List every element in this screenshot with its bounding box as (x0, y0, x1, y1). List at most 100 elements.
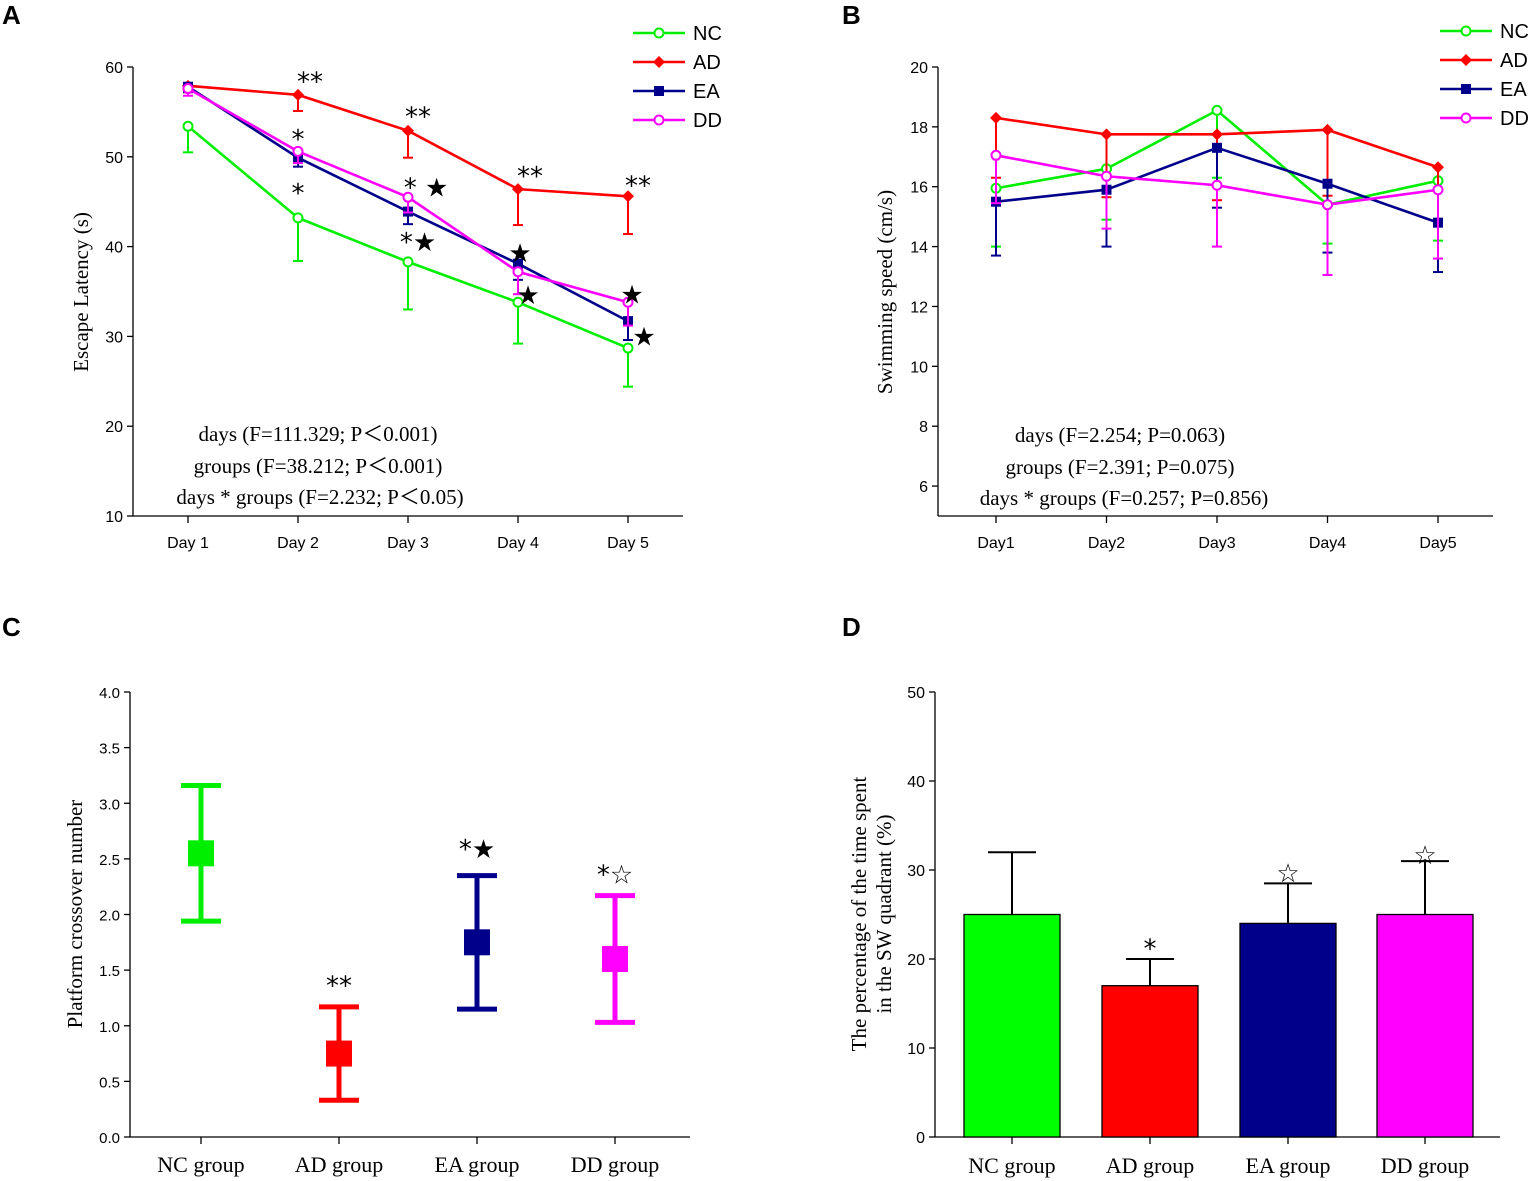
panel-b-legend: NC AD EA DD (1440, 21, 1529, 130)
panel-b-series-dd (990, 149, 1444, 277)
panel-b-stats-line: days * groups (F=0.257; P=0.856) (980, 486, 1269, 510)
panel-d-y-axis-title-line-1: The percentage of the time spent (847, 777, 871, 1052)
panel-a-series-ad-marker (292, 88, 304, 101)
panel-d-y-tick-label: 30 (907, 863, 925, 880)
panel-a-legend-nc-marker (653, 27, 665, 39)
panel-b-y-tick-label: 14 (910, 240, 928, 257)
panel-c-y-ticks: 0.0 0.5 1.0 1.5 2.0 2.5 3.0 3.5 4.0 (99, 685, 130, 1147)
panel-a-series-nc-marker (622, 342, 634, 354)
panel-a-series-ea-marker (513, 258, 523, 269)
panel-a-x-tick-label: Day 2 (277, 535, 319, 552)
panel-b-axes (937, 67, 1493, 517)
panel-b-series-dd-marker (1101, 170, 1112, 182)
panel-a-significance-mark: ★ (620, 280, 643, 310)
panel-c-point-nc (181, 782, 221, 924)
panel-a-legend-ad-label: AD (693, 52, 721, 74)
panel-b-series-dd-marker (1432, 184, 1444, 196)
panel-c-x-ticks: NC group AD group EA group DD group (157, 1137, 659, 1177)
panel-d-significance-mark: ☆ (1276, 859, 1299, 889)
panel-c-mean-marker (602, 946, 628, 972)
panel-d-x-tick-label: AD group (1106, 1153, 1195, 1178)
panel-b-y-tick-label: 8 (919, 419, 928, 436)
panel-a-significance-mark: *★ (400, 228, 436, 258)
panel-c-significance-mark: ** (326, 972, 352, 1002)
panel-d-x-tick-label: DD group (1381, 1153, 1470, 1178)
panel-d-significance-mark: * (1144, 934, 1157, 964)
panel-b-y-tick-label: 6 (919, 479, 928, 496)
panel-b-series-dd-marker (990, 149, 1002, 161)
panel-a: A Escape Latency (s) Day 1 Day 2 Day 3 Day … (2, 0, 722, 552)
panel-a-series-nc-marker (512, 296, 524, 308)
panel-d-y-tick-label: 0 (916, 1130, 925, 1147)
panel-b-x-tick-label: Day4 (1309, 535, 1346, 552)
panel-b-series-dd-marker (1322, 199, 1333, 211)
panel-a-legend-dd: DD (633, 110, 722, 132)
panel-a-y-tick-label: 30 (105, 329, 123, 346)
panel-a-x-tick-label: Day 3 (387, 535, 429, 552)
panel-c-y-tick-label: 0.5 (99, 1074, 120, 1091)
panel-a-annotations: ****** **** * ★*★ ★★ ★★ (292, 67, 656, 352)
panel-d-bars (963, 851, 1474, 1138)
panel-b-y-ticks: 6 8 10 12 14 16 18 20 (910, 60, 938, 496)
panel-d-bar (1376, 913, 1474, 1138)
panel-b-legend-nc-label: NC (1500, 21, 1529, 43)
panel-d-y-axis-title-line-2: in the SW quadrant (%) (872, 814, 896, 1013)
panel-c: C Platform crossover number NC group AD g… (2, 612, 690, 1177)
panel-b-y-tick-label: 10 (910, 359, 928, 376)
panel-a-series-dd-marker (512, 266, 524, 278)
panel-d-y-tick-label: 10 (907, 1041, 925, 1058)
panel-a-series (182, 79, 634, 388)
panel-a-y-tick-label: 10 (105, 509, 123, 526)
panel-b: B Swimming speed (cm/s) Day1 Day2 Day3 Day4… (842, 0, 1529, 552)
panel-a-legend-ea-label: EA (693, 81, 720, 103)
panel-a-stats: days (F=111.329; P＜0.001) groups (F=38.2… (176, 422, 463, 509)
panel-c-points (181, 782, 635, 1103)
panel-b-x-tick-label: Day5 (1419, 535, 1456, 552)
panel-d-bar-group-ad (1101, 958, 1199, 1138)
panel-a-significance-mark: * ★ (404, 173, 449, 203)
panel-a-y-ticks: 10 20 30 40 50 60 (105, 60, 133, 526)
panel-a-series-dd-marker (622, 296, 634, 308)
panel-a-y-axis-title: Escape Latency (s) (69, 212, 93, 372)
panel-c-significance-mark: *★ (459, 835, 495, 865)
panel-b-series-dd-marker (1211, 179, 1223, 191)
panel-d-y-ticks: 0 10 20 30 40 50 (907, 685, 935, 1147)
panel-d-y-tick-label: 50 (907, 685, 925, 702)
panel-b-series-ad-marker (990, 111, 1002, 124)
panel-a-series-dd-marker (402, 191, 414, 203)
panel-a-series-nc-marker (182, 120, 194, 132)
panel-a-y-tick-label: 60 (105, 60, 123, 77)
panel-d-significance-mark: ☆ (1413, 841, 1436, 871)
panel-c-letter: C (2, 612, 21, 642)
panel-a-stats-line: days (F=111.329; P＜0.001) (199, 422, 438, 446)
panel-c-y-tick-label: 2.0 (99, 908, 120, 925)
panel-a-significance-mark: ** (405, 102, 431, 132)
panel-c-y-tick-label: 4.0 (99, 685, 120, 702)
panel-c-significance-mark: *☆ (597, 860, 633, 890)
panel-c-y-tick-label: 3.5 (99, 741, 120, 758)
panel-b-legend-dd-label: DD (1500, 108, 1529, 130)
panel-b-stats-line: groups (F=2.391; P=0.075) (1005, 455, 1234, 479)
panel-a-legend-ea: EA (633, 81, 720, 103)
panel-b-legend-ea: EA (1440, 79, 1527, 101)
panel-a-legend-dd-label: DD (693, 110, 722, 132)
panel-a-legend-ad: AD (633, 52, 721, 74)
panel-a-legend: NC AD EA DD (633, 23, 722, 132)
panel-c-mean-marker (464, 929, 490, 956)
panel-a-stats-line: days * groups (F=2.232; P＜0.05) (176, 485, 463, 509)
panel-a-series-nc (182, 120, 634, 388)
panel-c-y-tick-label: 0.0 (99, 1130, 120, 1147)
panel-b-letter: B (842, 0, 861, 30)
panel-a-series-dd-marker (292, 145, 304, 157)
panel-b-series-nc-marker (1211, 104, 1223, 116)
panel-d-bar (963, 913, 1061, 1138)
panel-a-significance-mark: ★ (516, 281, 539, 311)
panel-a-significance-mark: ** (517, 162, 543, 192)
panel-c-y-tick-label: 1.5 (99, 963, 120, 980)
panel-a-x-tick-label: Day 5 (607, 535, 649, 552)
panel-c-x-tick-label: EA group (435, 1152, 520, 1177)
panel-d-bar-group-ea (1239, 882, 1337, 1138)
panel-b-y-tick-label: 20 (910, 60, 928, 77)
panel-d-x-tick-label: EA group (1246, 1153, 1331, 1178)
